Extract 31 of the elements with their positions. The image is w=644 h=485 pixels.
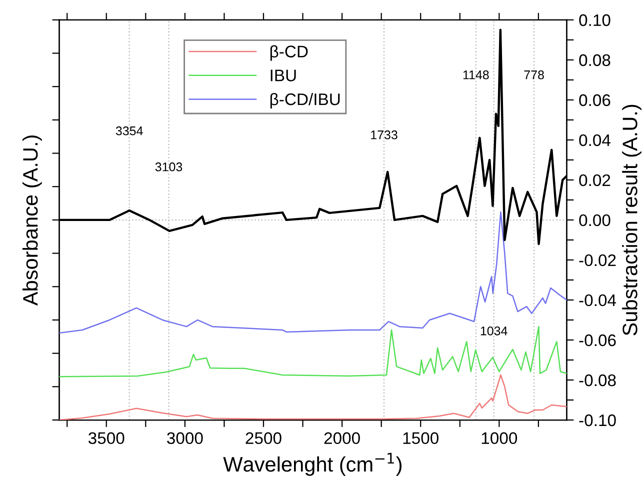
y2-axis-title: Substraction result (A.U.) (622, 104, 642, 336)
y2-tick-label: 0.10 (579, 14, 610, 26)
y2-tick-label: -0.04 (579, 294, 616, 306)
ref-line-label: 3103 (155, 162, 182, 172)
ref-line-label: 1148 (463, 70, 489, 80)
y2-tick-label: 0.00 (579, 214, 610, 226)
y2-tick-label: 0.08 (579, 54, 610, 66)
legend-label: IBU (270, 70, 296, 82)
ref-line-label: 1733 (371, 130, 398, 140)
line-series (59, 211, 567, 334)
y2-tick-label: -0.06 (579, 334, 616, 346)
ref-line-label: 1034 (480, 326, 508, 336)
x-tick-label: 3500 (88, 432, 124, 444)
y2-tick-label: -0.10 (579, 414, 616, 426)
ref-line-label: 3354 (116, 126, 143, 136)
legend-label: β-CD/IBU (270, 92, 340, 108)
y2-tick-label: 0.06 (579, 94, 610, 106)
x-tick-label: 2500 (246, 432, 282, 444)
ref-line-label: 778 (524, 70, 544, 80)
y2-tick-label: 0.02 (579, 174, 610, 186)
line-series (59, 326, 567, 378)
x-axis-title: Wavelenght (cm$^{−1}$) (223, 452, 402, 476)
x-tick-label: 1000 (482, 432, 518, 444)
y2-tick-label: 0.04 (579, 134, 610, 146)
x-tick-label: 2000 (324, 432, 360, 444)
y2-tick-label: -0.02 (579, 254, 616, 266)
legend-label: β-CD (270, 45, 308, 61)
x-tick-label: 3000 (167, 432, 203, 444)
x-tick-label: 1500 (403, 432, 438, 444)
y2-tick-label: -0.08 (579, 374, 616, 386)
y-axis-title: Absorbance (A.U.) (22, 136, 42, 306)
